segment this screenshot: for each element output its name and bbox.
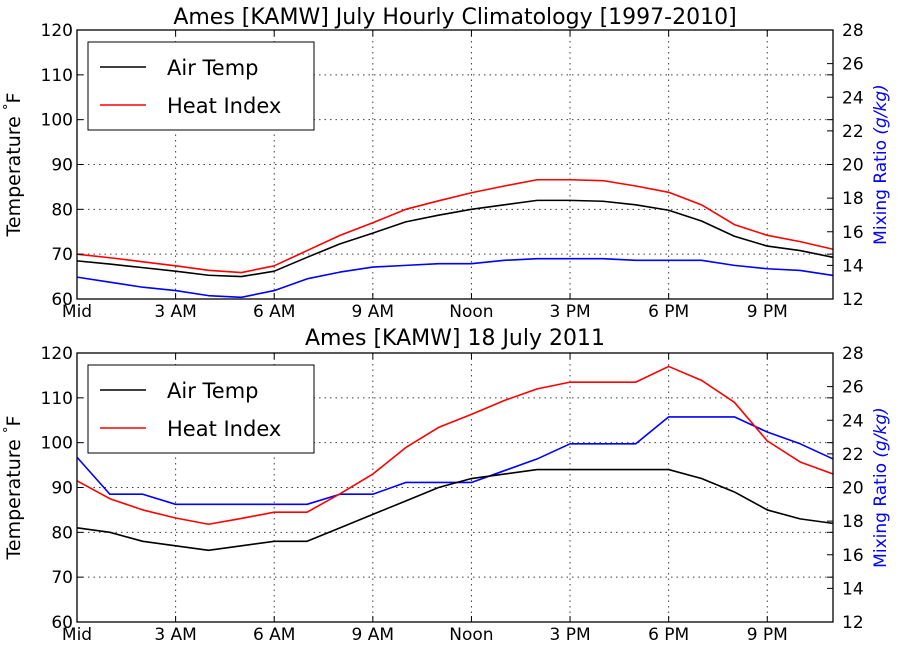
x-tick-label: Noon bbox=[449, 625, 493, 645]
chart-title: Ames [KAMW] 18 July 2011 bbox=[305, 326, 605, 351]
x-tick-label: Mid bbox=[62, 302, 92, 322]
legend-box bbox=[87, 364, 315, 454]
y2-tick-label: 14 bbox=[842, 579, 864, 599]
y-axis-label: Temperature °F bbox=[2, 416, 26, 561]
y2-tick-label: 18 bbox=[842, 512, 864, 532]
y2-axis-label: Mixing Ratio (g/kg) bbox=[871, 84, 891, 245]
air-temp-line bbox=[76, 199, 834, 278]
y2-tick-label: 26 bbox=[842, 55, 864, 75]
y-tick-label: 80 bbox=[51, 523, 73, 543]
x-tick-label: 6 AM bbox=[253, 302, 296, 322]
legend: Air Temp Heat Index bbox=[87, 364, 315, 454]
y-tick-label: 120 bbox=[41, 21, 73, 41]
x-tick-label: 3 PM bbox=[549, 625, 590, 645]
y2-tick-label: 14 bbox=[842, 256, 864, 276]
chart-panel-1: Ames [KAMW] July Hourly Climatology [199… bbox=[2, 5, 892, 322]
x-tick-label: 9 AM bbox=[352, 625, 395, 645]
y-tick-label: 110 bbox=[41, 389, 73, 409]
y-tick-label: 70 bbox=[51, 245, 73, 265]
y-tick-label: 100 bbox=[41, 434, 73, 454]
chart-title: Ames [KAMW] July Hourly Climatology [199… bbox=[173, 5, 736, 30]
x-tick-label: 9 PM bbox=[747, 625, 788, 645]
x-tick-label: Noon bbox=[449, 302, 493, 322]
y2-tick-label: 28 bbox=[842, 344, 864, 364]
y-tick-label: 120 bbox=[41, 344, 73, 364]
heat-index-line bbox=[76, 365, 834, 526]
y-tick-label: 70 bbox=[51, 568, 73, 588]
x-tick-label: 9 AM bbox=[352, 302, 395, 322]
legend-label: Heat Index bbox=[167, 94, 281, 118]
y2-tick-label: 26 bbox=[842, 378, 864, 398]
y2-tick-label: 12 bbox=[842, 613, 864, 633]
y-tick-label: 90 bbox=[51, 479, 73, 499]
y2-axis-label: Mixing Ratio (g/kg) bbox=[871, 407, 891, 568]
legend-label: Air Temp bbox=[167, 379, 258, 403]
y-tick-label: 110 bbox=[41, 66, 73, 86]
legend-label: Air Temp bbox=[167, 56, 258, 80]
y-tick-label: 100 bbox=[41, 111, 73, 131]
legend-label: Heat Index bbox=[167, 417, 281, 441]
x-tick-label: 3 AM bbox=[154, 625, 197, 645]
chart-panel-2: Ames [KAMW] 18 July 2011 60 70 80 90 100 110 12… bbox=[2, 326, 892, 645]
x-tick-label: Mid bbox=[62, 625, 92, 645]
y2-tick-label: 16 bbox=[842, 223, 864, 243]
y2-tick-label: 22 bbox=[842, 122, 864, 142]
x-tick-label: 9 PM bbox=[747, 302, 788, 322]
y-tick-label: 90 bbox=[51, 156, 73, 176]
y-tick-label: 60 bbox=[51, 613, 73, 633]
mixing-ratio-line bbox=[76, 257, 834, 299]
legend-box bbox=[87, 41, 315, 131]
air-temp-line bbox=[76, 468, 834, 552]
y-axis-label: Temperature °F bbox=[2, 93, 26, 238]
legend: Air Temp Heat Index bbox=[87, 41, 315, 131]
y2-tick-label: 18 bbox=[842, 189, 864, 209]
y2-tick-label: 20 bbox=[842, 156, 864, 176]
y-tick-label: 80 bbox=[51, 200, 73, 220]
y2-tick-label: 20 bbox=[842, 479, 864, 499]
x-tick-label: 3 PM bbox=[549, 302, 590, 322]
x-tick-label: 3 AM bbox=[154, 302, 197, 322]
y2-tick-label: 12 bbox=[842, 290, 864, 310]
x-tick-label: 6 PM bbox=[648, 302, 689, 322]
y-tick-label: 60 bbox=[51, 290, 73, 310]
y2-tick-label: 24 bbox=[842, 88, 864, 108]
y2-tick-label: 22 bbox=[842, 445, 864, 465]
y2-tick-label: 28 bbox=[842, 21, 864, 41]
x-tick-label: 6 PM bbox=[648, 625, 689, 645]
heat-index-line bbox=[76, 178, 834, 274]
y2-tick-label: 16 bbox=[842, 546, 864, 566]
x-tick-label: 6 AM bbox=[253, 625, 296, 645]
y2-tick-label: 24 bbox=[842, 411, 864, 431]
